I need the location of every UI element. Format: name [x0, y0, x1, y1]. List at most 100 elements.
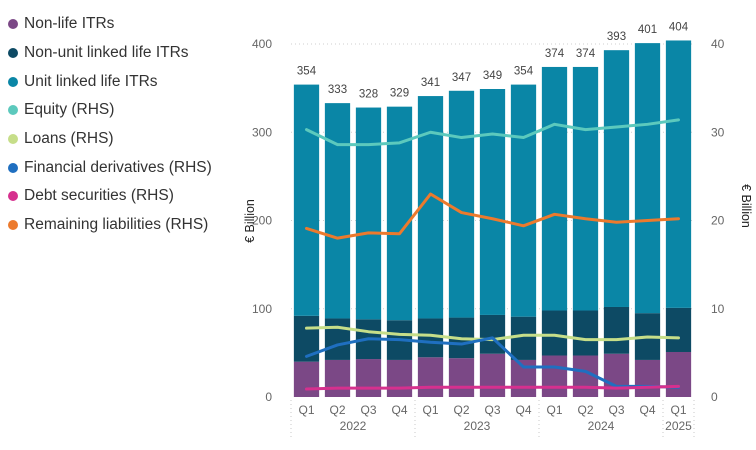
legend-item: Financial derivatives (RHS): [8, 153, 240, 182]
bar-segment: [541, 310, 568, 356]
data-label: 404: [669, 21, 689, 33]
x-year-label: 2022: [340, 419, 367, 433]
series-line: [305, 192, 680, 240]
legend-label: Non-life ITRs: [24, 15, 115, 33]
bar-segment: [541, 66, 568, 311]
data-label: 328: [359, 89, 378, 101]
y2-tick-label: 30: [711, 125, 725, 139]
series-line: [305, 384, 680, 391]
data-label: 374: [545, 48, 565, 60]
legend-label: Remaining liabilities (RHS): [24, 216, 209, 234]
x-tick-label: Q1: [670, 403, 686, 417]
y2-tick-label: 20: [711, 214, 725, 228]
x-tick-label: Q3: [484, 403, 500, 417]
x-tick-label: Q1: [298, 403, 314, 417]
data-label: 349: [483, 70, 502, 82]
x-tick-label: Q3: [360, 403, 376, 417]
chart-legend: Non-life ITRs Non-unit linked life ITRs Un…: [8, 10, 240, 240]
y-tick-label: 300: [252, 125, 272, 139]
bar-segment: [572, 66, 599, 311]
x-tick-label: Q1: [422, 403, 438, 417]
legend-swatch: [8, 134, 18, 145]
x-tick-label: Q4: [639, 403, 655, 417]
legend-item: Unit linked life ITRs: [8, 67, 240, 96]
data-label: 354: [514, 66, 534, 78]
legend-label: Equity (RHS): [24, 101, 115, 119]
y2-tick-label: 40: [711, 37, 725, 51]
bar-segment: [665, 40, 692, 308]
data-label: 333: [328, 84, 347, 96]
y-axis-title-left: € Billion: [243, 199, 257, 243]
legend-item: Non-unit linked life ITRs: [8, 39, 240, 68]
data-label: 354: [297, 66, 317, 78]
bar-segment: [541, 355, 568, 397]
bar-segment: [448, 90, 475, 318]
bar-segment: [386, 359, 413, 397]
bar-segment: [572, 310, 599, 356]
bar-segment: [355, 107, 382, 320]
legend-item: Debt securities (RHS): [8, 182, 240, 211]
legend-label: Non-unit linked life ITRs: [24, 44, 189, 62]
legend-swatch: [8, 48, 18, 59]
data-label: 374: [576, 48, 596, 60]
x-tick-label: Q1: [546, 403, 562, 417]
y2-tick-label: 0: [711, 390, 718, 404]
data-label: 393: [607, 31, 626, 43]
legend-label: Debt securities (RHS): [24, 187, 174, 205]
x-tick-label: Q2: [329, 403, 345, 417]
bar-segment: [510, 316, 537, 360]
data-label: 341: [421, 77, 440, 89]
legend-swatch: [8, 191, 18, 202]
y2-tick-label: 10: [711, 302, 725, 316]
x-tick-label: Q3: [608, 403, 624, 417]
bar-segment: [293, 361, 320, 397]
legend-swatch: [8, 220, 18, 231]
y-tick-label: 200: [252, 214, 272, 228]
bar-segment: [479, 89, 506, 315]
legend-item: Equity (RHS): [8, 96, 240, 125]
legend-label: Loans (RHS): [24, 130, 114, 148]
line-series: [305, 118, 680, 391]
legend-label: Unit linked life ITRs: [24, 72, 158, 90]
bar-segment: [324, 318, 351, 360]
y-tick-label: 400: [252, 37, 272, 51]
x-tick-label: Q2: [453, 403, 469, 417]
x-tick-label: Q4: [391, 403, 407, 417]
legend-label: Financial derivatives (RHS): [24, 158, 212, 176]
legend-item: Loans (RHS): [8, 125, 240, 154]
legend-swatch: [8, 105, 18, 116]
legend-swatch: [8, 162, 18, 173]
bar-segment: [479, 353, 506, 397]
bar-segment: [665, 351, 692, 397]
bar-segment: [634, 43, 661, 314]
legend-item: Remaining liabilities (RHS): [8, 211, 240, 240]
data-label: 401: [638, 24, 657, 36]
bar-segment: [417, 357, 444, 397]
data-label: 329: [390, 88, 409, 100]
bar-segment: [603, 353, 630, 397]
legend-swatch: [8, 76, 18, 87]
data-label: 347: [452, 72, 471, 84]
bar-segment: [293, 84, 320, 316]
x-year-label: 2023: [464, 419, 491, 433]
bar-segment: [324, 103, 351, 319]
legend-swatch: [8, 19, 18, 30]
bar-segment: [324, 359, 351, 397]
y-tick-label: 100: [252, 302, 272, 316]
x-tick-label: Q4: [515, 403, 531, 417]
series-line: [305, 118, 680, 147]
axes: 0 100 200 300 400 0 10 20 30 40 Q1 Q2 Q3 Q4 Q1 Q2 Q3 Q4 Q1…: [252, 37, 725, 438]
y-tick-label: 0: [265, 390, 272, 404]
bar-segment: [355, 359, 382, 397]
bar-segment: [603, 306, 630, 354]
x-tick-label: Q2: [577, 403, 593, 417]
series-line: [305, 336, 680, 389]
bar-segment: [665, 307, 692, 352]
legend-item: Non-life ITRs: [8, 10, 240, 39]
bar-segment: [510, 84, 537, 317]
bar-segment: [634, 359, 661, 397]
bar-segment: [603, 50, 630, 307]
y-axis-title-right: € Billion: [739, 184, 753, 228]
x-year-label: 2024: [588, 419, 615, 433]
